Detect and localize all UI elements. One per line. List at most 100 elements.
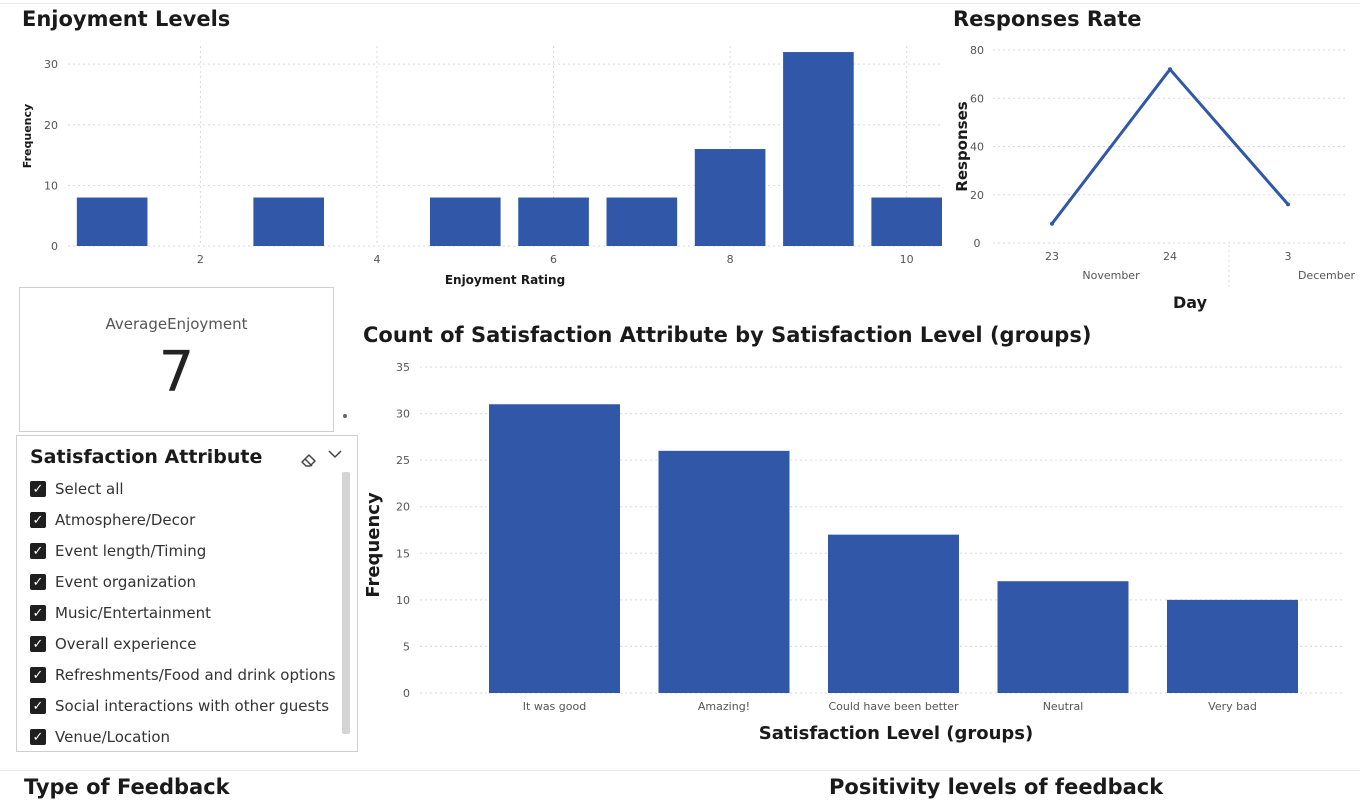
checkbox-checked-icon[interactable]: ✓ <box>30 605 46 621</box>
checkbox-checked-icon[interactable]: ✓ <box>30 729 46 745</box>
y-tick-label: 5 <box>403 640 410 653</box>
card-label: AverageEnjoyment <box>105 315 248 333</box>
bar[interactable] <box>489 404 620 693</box>
satisfaction-chart-title: Count of Satisfaction Attribute by Satis… <box>363 323 1092 347</box>
slicer-item-label: Atmosphere/Decor <box>55 511 196 529</box>
slicer-item-label: Select all <box>55 480 124 498</box>
checkbox-checked-icon[interactable]: ✓ <box>30 636 46 652</box>
y-tick-label: 20 <box>396 501 410 514</box>
slicer-scrollbar[interactable] <box>342 472 350 734</box>
satisfaction-level-chart[interactable]: 0 5 10 15 20 25 30 35 It was good Amazing! Could h… <box>355 355 1355 750</box>
slicer-item-label: Refreshments/Food and drink options <box>55 666 336 684</box>
slicer-item-label: Overall experience <box>55 635 197 653</box>
responses-rate-chart[interactable]: 0 20 40 60 80 23 24 3 November December Day Respons… <box>945 40 1355 320</box>
y-axis-title: Frequency <box>363 492 384 598</box>
x-axis-title: Day <box>1173 293 1208 312</box>
x-axis-title: Satisfaction Level (groups) <box>759 723 1034 744</box>
y-axis-title: Frequency <box>21 104 34 168</box>
bar[interactable] <box>76 197 148 246</box>
y-tick-label: 0 <box>974 237 981 250</box>
y-tick-label: 30 <box>44 58 58 71</box>
y-tick-label: 40 <box>970 141 984 154</box>
satisfaction-attribute-slicer: Satisfaction Attribute ✓ Select all ✓ Atmos… <box>16 435 358 752</box>
card-value: 7 <box>158 340 195 405</box>
section-divider <box>0 770 1360 771</box>
checkbox-checked-icon[interactable]: ✓ <box>30 574 46 590</box>
x-tick-label: 10 <box>900 253 914 266</box>
slicer-item[interactable]: ✓ Event organization <box>30 571 196 593</box>
checkbox-checked-icon[interactable]: ✓ <box>30 481 46 497</box>
y-tick-label: 0 <box>51 240 58 253</box>
x-tick-label: 4 <box>373 253 380 266</box>
x-tick-label: Very bad <box>1208 700 1257 713</box>
eraser-icon[interactable] <box>299 450 319 475</box>
y-tick-label: 15 <box>396 547 410 560</box>
slicer-title: Satisfaction Attribute <box>30 446 263 468</box>
slicer-item[interactable]: ✓ Event length/Timing <box>30 540 206 562</box>
y-tick-label: 30 <box>396 408 410 421</box>
bar[interactable] <box>828 534 959 693</box>
bar[interactable] <box>783 52 854 246</box>
slicer-item-label: Social interactions with other guests <box>55 697 330 715</box>
x-tick-label: Amazing! <box>698 700 750 713</box>
bar[interactable] <box>694 149 766 246</box>
bar[interactable] <box>429 197 501 246</box>
y-axis-title: Responses <box>953 101 971 191</box>
y-tick-label: 60 <box>970 92 984 105</box>
checkbox-checked-icon[interactable]: ✓ <box>30 698 46 714</box>
responses-chart-title: Responses Rate <box>953 7 1142 31</box>
data-point[interactable] <box>1168 67 1172 72</box>
data-point[interactable] <box>1286 202 1290 207</box>
y-tick-label: 20 <box>970 189 984 202</box>
slicer-item[interactable]: ✓ Select all <box>30 478 124 500</box>
bar[interactable] <box>253 197 325 246</box>
x-tick-label: 24 <box>1163 250 1177 263</box>
checkbox-checked-icon[interactable]: ✓ <box>30 543 46 559</box>
x-tick-label: 6 <box>550 253 557 266</box>
slicer-item[interactable]: ✓ Overall experience <box>30 633 197 655</box>
slicer-item-label: Event length/Timing <box>55 542 207 560</box>
y-tick-label: 20 <box>44 119 58 132</box>
bar[interactable] <box>658 450 790 693</box>
x-group-label: December <box>1298 269 1355 282</box>
y-tick-label: 35 <box>396 361 410 374</box>
x-tick-label: Could have been better <box>828 700 959 713</box>
y-tick-label: 10 <box>44 179 58 192</box>
slicer-item[interactable]: ✓ Atmosphere/Decor <box>30 509 195 531</box>
x-tick-label: 8 <box>727 253 734 266</box>
y-tick-label: 80 <box>970 44 984 57</box>
x-tick-label: 23 <box>1045 250 1059 263</box>
x-tick-label: Neutral <box>1043 700 1084 713</box>
data-point[interactable] <box>1050 221 1054 226</box>
x-tick-label: 2 <box>197 253 204 266</box>
average-enjoyment-card: AverageEnjoyment 7 <box>19 287 334 432</box>
enjoyment-levels-chart[interactable]: 0 10 20 30 2 4 6 8 10 Enjoyment Rating Frequency <box>0 40 950 295</box>
more-options-dot <box>343 414 347 418</box>
slicer-item[interactable]: ✓ Social interactions with other guests <box>30 695 329 717</box>
top-border <box>0 3 1360 4</box>
checkbox-checked-icon[interactable]: ✓ <box>30 667 46 683</box>
slicer-item-label: Music/Entertainment <box>55 604 211 622</box>
y-tick-label: 10 <box>396 594 410 607</box>
bar[interactable] <box>1167 599 1298 693</box>
x-tick-label: 3 <box>1285 250 1292 263</box>
x-axis-title: Enjoyment Rating <box>445 273 565 287</box>
x-group-label: November <box>1082 269 1140 282</box>
bar[interactable] <box>606 197 678 246</box>
bar[interactable] <box>518 197 589 246</box>
bar[interactable] <box>871 197 942 246</box>
slicer-item-label: Event organization <box>55 573 197 591</box>
slicer-item[interactable]: ✓ Refreshments/Food and drink options <box>30 664 336 686</box>
slicer-item-label: Venue/Location <box>55 728 171 746</box>
y-tick-label: 0 <box>403 687 410 700</box>
x-tick-label: It was good <box>523 700 586 713</box>
slicer-item[interactable]: ✓ Venue/Location <box>30 726 170 748</box>
chevron-down-icon[interactable] <box>327 447 343 466</box>
slicer-item[interactable]: ✓ Music/Entertainment <box>30 602 211 624</box>
y-tick-label: 25 <box>396 454 410 467</box>
type-of-feedback-heading: Type of Feedback <box>24 775 230 799</box>
bar[interactable] <box>997 581 1129 693</box>
positivity-heading: Positivity levels of feedback <box>829 775 1164 799</box>
enjoyment-chart-title: Enjoyment Levels <box>22 7 231 31</box>
checkbox-checked-icon[interactable]: ✓ <box>30 512 46 528</box>
